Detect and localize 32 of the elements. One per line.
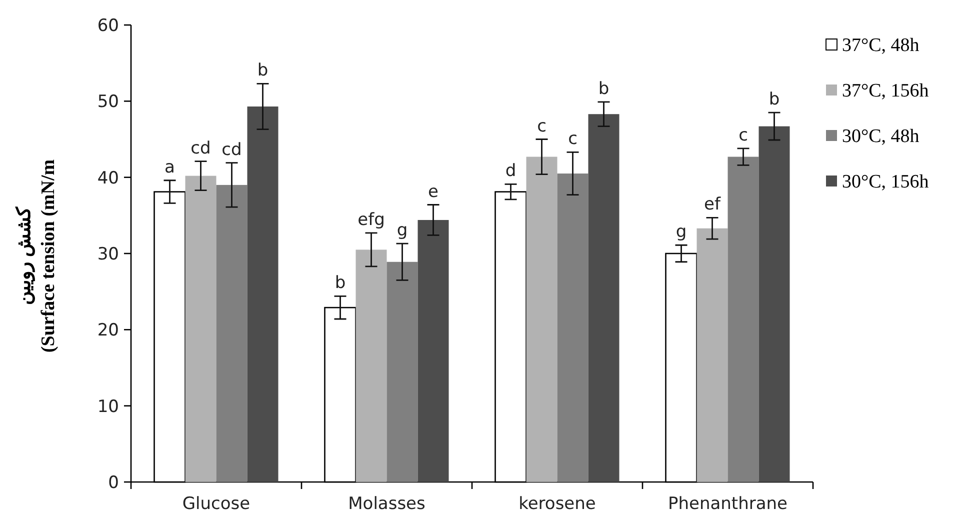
y-tick-label: 50: [97, 92, 119, 112]
legend-label: 30°C, 156h: [842, 172, 930, 192]
y-tick-label: 10: [97, 396, 119, 417]
data-label: b: [768, 90, 780, 110]
data-label: a: [164, 157, 175, 178]
y-tick-label: 40: [97, 168, 119, 188]
legend-label: 37°C, 156h: [842, 80, 930, 102]
legend-label: 37°C, 48h: [842, 35, 920, 56]
data-label: efg: [358, 210, 385, 230]
y-tick-label: 0: [108, 473, 119, 493]
data-label: b: [257, 60, 268, 81]
y-tick-label: 30: [97, 244, 119, 264]
x-tick-label: Molasses: [348, 494, 426, 514]
y-axis-title: کشش رویین (Surface tension (mN/m: [13, 158, 60, 355]
x-tick-label: Glucose: [182, 494, 250, 514]
data-label: c: [568, 129, 578, 150]
data-label: ef: [704, 194, 722, 215]
x-tick-label: Phenanthrane: [668, 494, 788, 514]
y-tick-label: 20: [97, 320, 119, 341]
data-label: d: [505, 161, 516, 182]
data-label: cd: [222, 140, 242, 160]
y-tick-label: 60: [97, 16, 119, 36]
data-label: c: [537, 116, 546, 136]
data-label: b: [334, 273, 346, 294]
data-label: g: [676, 222, 687, 242]
data-label: g: [396, 220, 408, 241]
legend-label: 30°C, 48h: [842, 126, 920, 147]
data-label: e: [428, 182, 438, 202]
x-tick-label: kerosene: [518, 494, 596, 514]
data-label: b: [598, 78, 610, 99]
data-label: c: [738, 125, 748, 146]
data-label: cd: [190, 138, 211, 158]
